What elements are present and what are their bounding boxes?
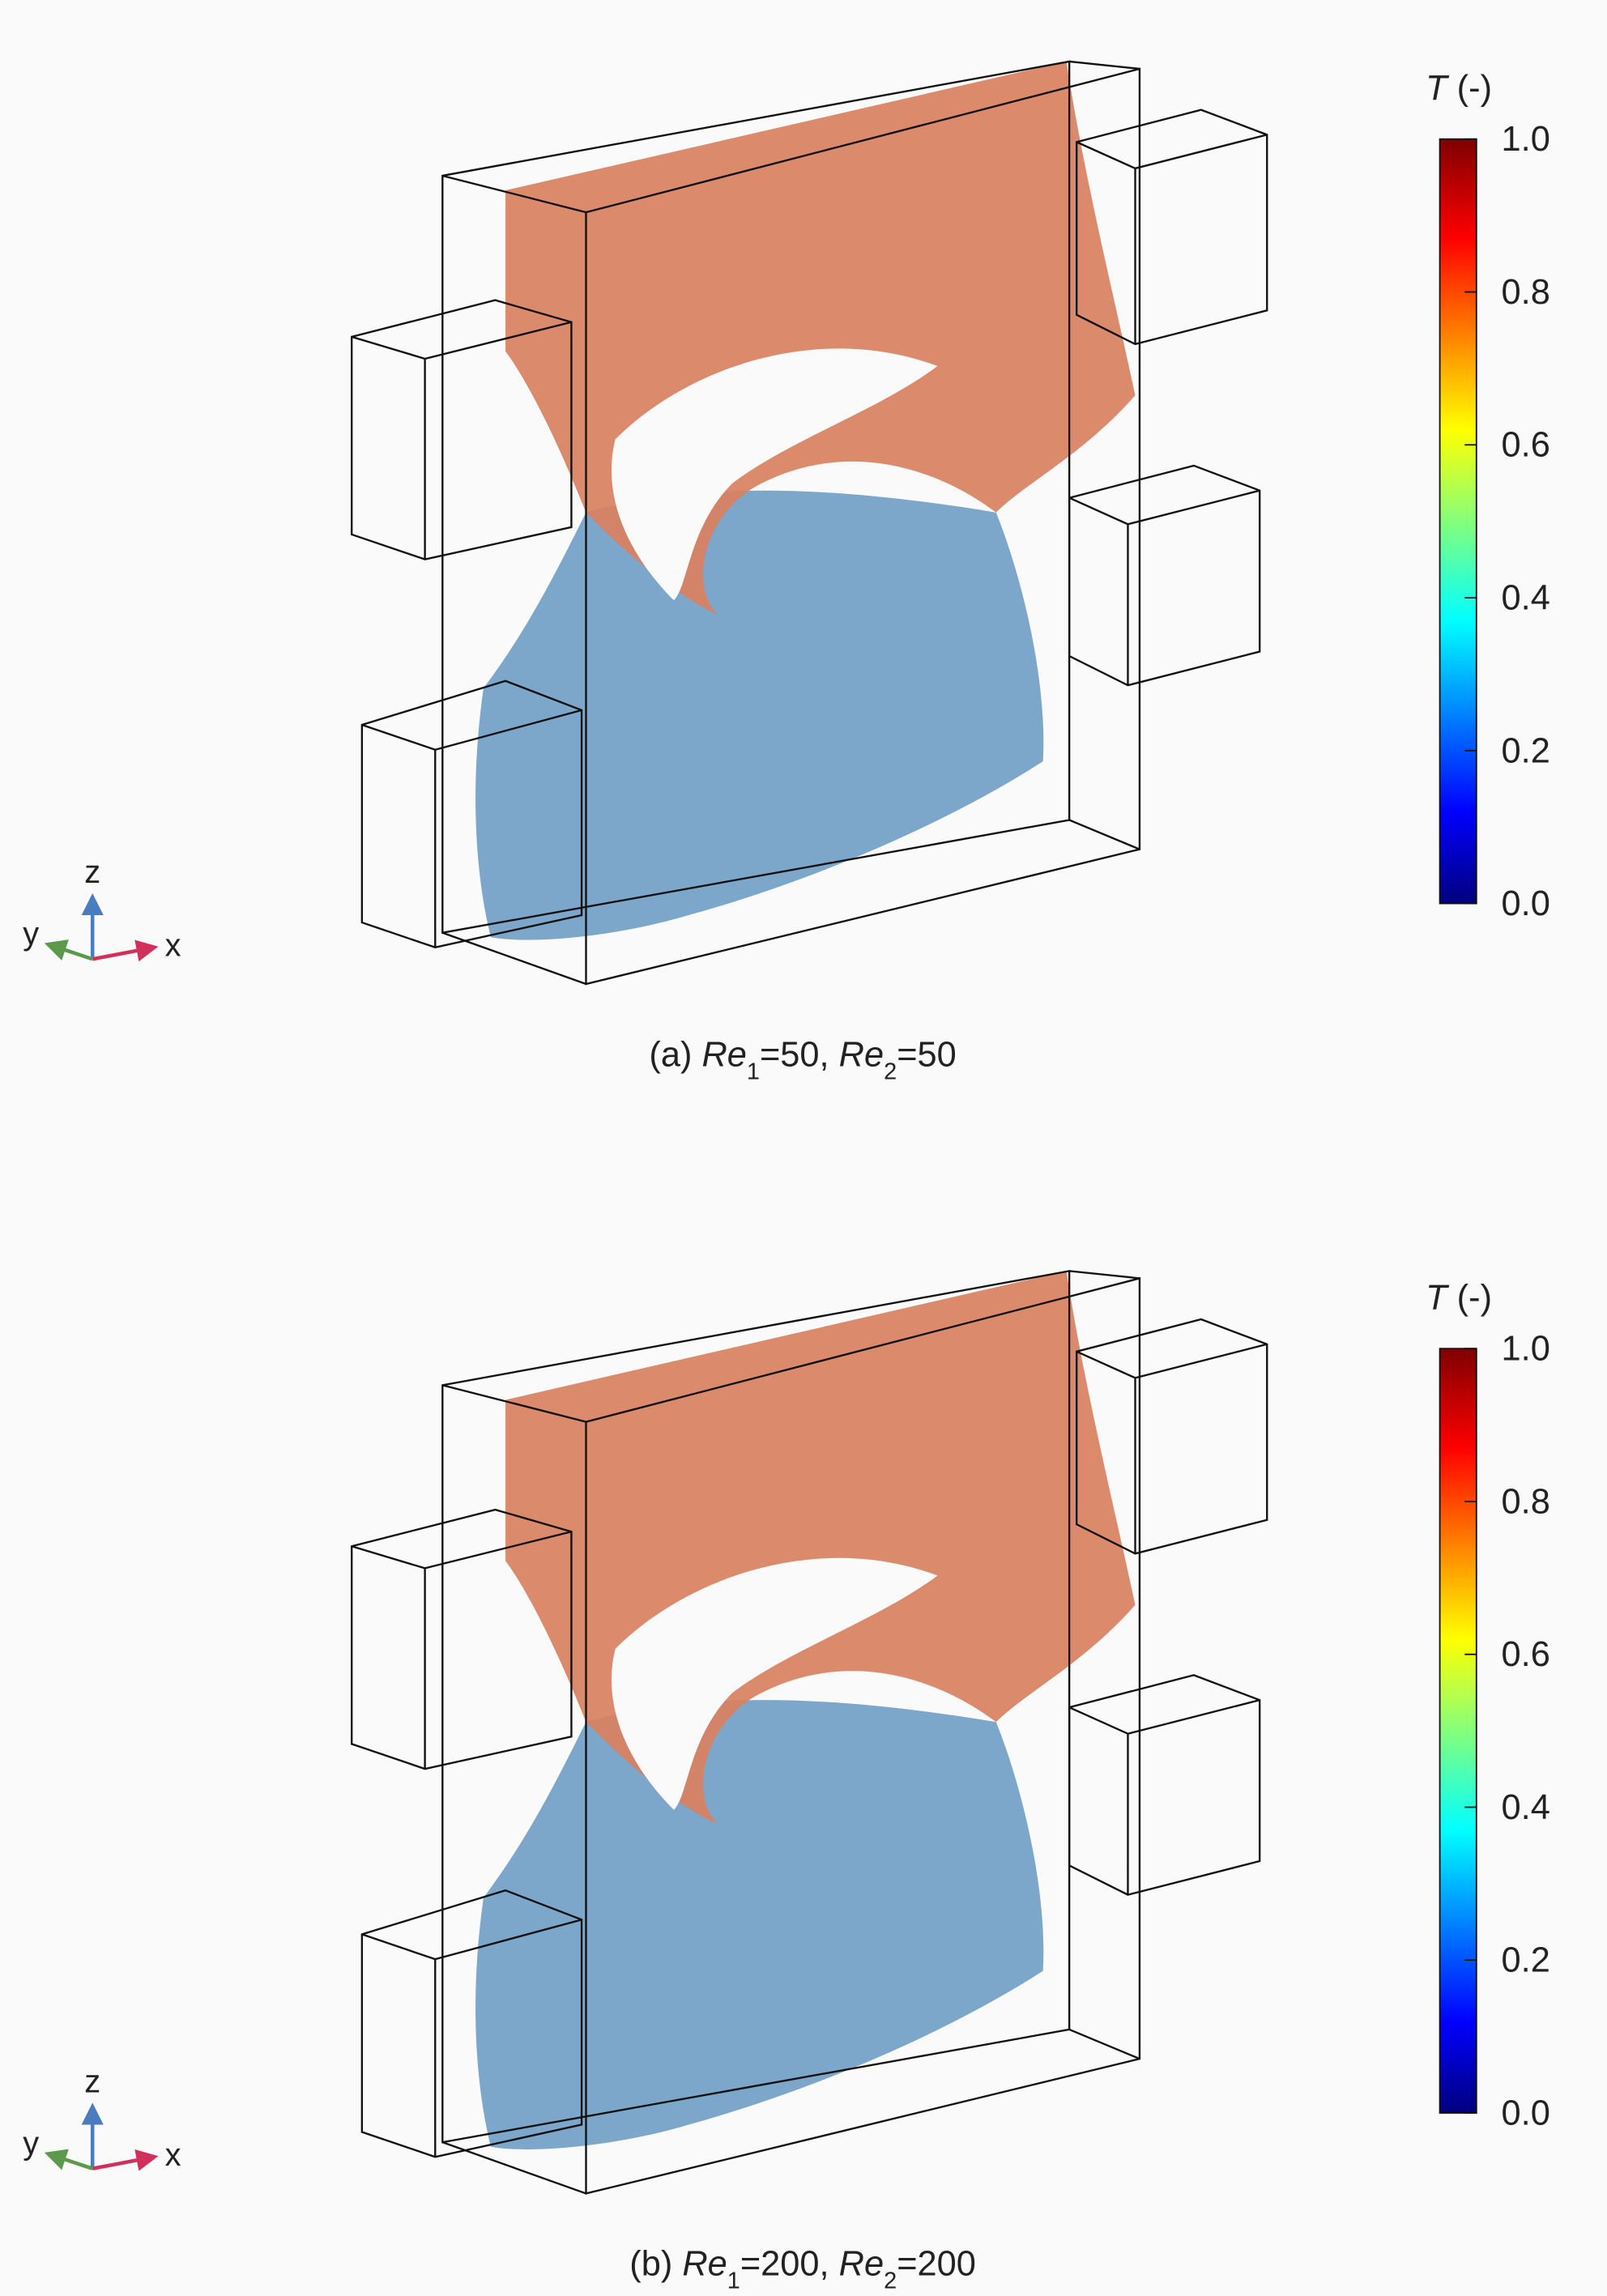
text-segment: Re (839, 2245, 884, 2284)
colorbar-tick-label: 0.0 (1502, 2094, 1550, 2132)
colorbar-tick-label: 0.2 (1502, 731, 1550, 770)
colorbar-title: T (-) (1426, 69, 1492, 108)
text-segment: =200 (897, 2245, 976, 2284)
axis-label: x (165, 928, 181, 964)
colorbar-tick-label: 0.0 (1502, 884, 1550, 923)
text-segment: 1 (747, 1059, 760, 1084)
text-segment: (b) (629, 2245, 682, 2284)
text-segment: T (1426, 69, 1450, 108)
text-segment: (-) (1447, 1278, 1492, 1317)
axis-x (92, 939, 159, 962)
caption: (a) Re1=50, Re2=50 (649, 1035, 956, 1084)
colorbar-tick-label: 0.6 (1502, 1635, 1550, 1674)
axis-label: x (165, 2137, 181, 2173)
text-segment: 2 (884, 2268, 897, 2294)
axis-y (44, 2149, 93, 2170)
text-segment: 2 (884, 1059, 897, 1084)
colorbar (1439, 138, 1477, 905)
colorbar (1439, 1348, 1477, 2114)
axis-label: y (23, 916, 39, 952)
text-segment: =200, (740, 2245, 839, 2284)
caption: (b) Re1=200, Re2=200 (629, 2245, 976, 2294)
colorbar-title: T (-) (1426, 1278, 1492, 1317)
colorbar-tick-label: 0.6 (1502, 426, 1550, 465)
render-b (351, 1270, 1268, 2195)
colorbar-tick-label: 0.8 (1502, 273, 1550, 312)
text-segment: =50 (897, 1035, 957, 1074)
text-segment: Re (701, 1035, 746, 1074)
text-segment: (a) (649, 1035, 701, 1074)
colorbar-tick-label: 0.4 (1502, 1788, 1550, 1827)
colorbar-tick-label: 0.8 (1502, 1482, 1550, 1521)
colorbar-tick-label: 0.4 (1502, 579, 1550, 618)
text-segment: =50, (760, 1035, 839, 1074)
axis-label: z (84, 854, 100, 890)
colorbar-tick-label: 1.0 (1502, 120, 1550, 159)
axis-x (92, 2149, 159, 2171)
render-a (351, 60, 1268, 986)
axis-y (44, 939, 93, 961)
axis-label: z (84, 2064, 100, 2100)
text-segment: 1 (727, 2268, 740, 2294)
colorbar-tick-label: 0.2 (1502, 1941, 1550, 1980)
axis-label: y (23, 2126, 39, 2162)
text-segment: Re (839, 1035, 884, 1074)
text-segment: T (1426, 1278, 1450, 1317)
text-segment: (-) (1447, 69, 1492, 108)
text-segment: Re (682, 2245, 727, 2284)
colorbar-tick-label: 1.0 (1502, 1330, 1550, 1369)
